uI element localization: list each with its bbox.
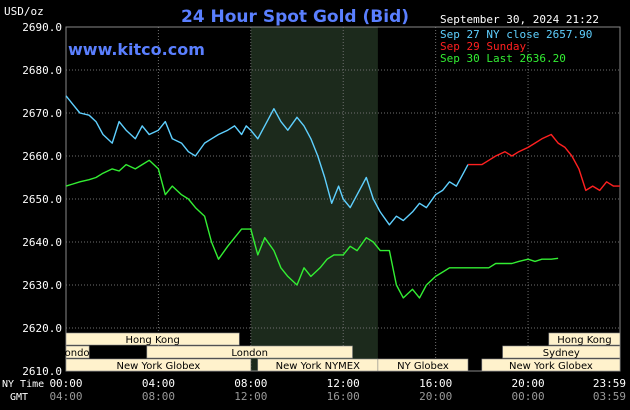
session-box <box>548 332 621 346</box>
y-tick-label: 2630.0 <box>22 279 62 292</box>
legend-item-sep27: Sep 27 NY close 2657.90 <box>440 28 592 41</box>
x-tick-label-ny: 23:59 <box>593 377 626 390</box>
x-tick-label-ny: 16:00 <box>419 377 452 390</box>
session-label: Hong Kong <box>125 335 179 346</box>
series-line-sep29 <box>468 133 620 192</box>
x-tick-label-ny: 00:00 <box>49 377 82 390</box>
session-block: London <box>59 345 96 359</box>
y-tick-label: 2680.0 <box>22 64 62 77</box>
x-row-label-gmt: GMT <box>10 392 28 403</box>
series-line-sep27 <box>65 95 469 226</box>
y-unit-label: USD/oz <box>4 5 44 18</box>
x-tick-label-ny: 04:00 <box>142 377 175 390</box>
session-box <box>377 358 469 372</box>
x-tick-label-gmt: 16:00 <box>327 390 360 403</box>
session-label: Hong Kong <box>557 335 611 346</box>
watermark-url: www.kitco.com <box>68 40 205 59</box>
nymex-highlight-band <box>250 27 378 371</box>
legend: Sep 27 NY close 2657.90 Sep 29 Sunday Se… <box>440 28 592 65</box>
y-tick-label: 2610.0 <box>22 365 62 378</box>
x-tick-label-gmt: 03:59 <box>593 390 626 403</box>
session-box <box>481 358 621 372</box>
trading-sessions: Hong Kong Hong Kong London London Sydney New … <box>59 332 621 372</box>
x-tick-label-ny: 12:00 <box>327 377 360 390</box>
x-row-label-ny: NY Time <box>2 379 44 390</box>
session-block: Hong Kong <box>548 332 621 346</box>
session-box <box>65 332 240 346</box>
highlight-band-rect <box>250 27 378 371</box>
session-box <box>65 345 90 359</box>
timestamp: September 30, 2024 21:22 <box>440 13 599 26</box>
x-tick-label-gmt: 00:00 <box>511 390 544 403</box>
session-block: NY Globex <box>377 358 469 372</box>
x-tick-label-gmt: 12:00 <box>234 390 267 403</box>
session-label: NY Globex <box>397 361 449 372</box>
session-block: New York Globex <box>481 358 621 372</box>
y-tick-label: 2650.0 <box>22 193 62 206</box>
session-block: Hong Kong <box>65 332 240 346</box>
y-tick-label: 2690.0 <box>22 21 62 34</box>
y-tick-label: 2670.0 <box>22 107 62 120</box>
x-tick-label-ny: 20:00 <box>511 377 544 390</box>
legend-item-sep29: Sep 29 Sunday <box>440 40 526 53</box>
session-label: New York NYMEX <box>276 361 361 372</box>
session-label: New York Globex <box>116 361 200 372</box>
session-block: New York NYMEX <box>257 358 379 372</box>
chart-title: 24 Hour Spot Gold (Bid) <box>181 7 409 27</box>
y-tick-label: 2640.0 <box>22 236 62 249</box>
session-box <box>65 358 252 372</box>
session-label: London <box>59 348 96 359</box>
session-box <box>146 345 353 359</box>
session-block: London <box>146 345 353 359</box>
session-box <box>502 345 621 359</box>
y-axis-ticks: 2690.0 2680.0 2670.0 2660.0 2650.0 2640.0 2630… <box>22 21 62 378</box>
session-label: New York Globex <box>509 361 593 372</box>
price-series <box>65 95 620 299</box>
y-tick-label: 2660.0 <box>22 150 62 163</box>
x-tick-label-gmt: 08:00 <box>142 390 175 403</box>
x-axis-ticks: 00:0004:0004:0008:0008:0012:0012:0016:00… <box>49 377 626 403</box>
session-block: New York Globex <box>65 358 252 372</box>
legend-item-sep30: Sep 30 Last 2636.20 <box>440 52 566 65</box>
x-tick-label-gmt: 04:00 <box>49 390 82 403</box>
session-label: Sydney <box>543 348 580 359</box>
y-tick-label: 2620.0 <box>22 322 62 335</box>
x-tick-label-gmt: 20:00 <box>419 390 452 403</box>
x-tick-label-ny: 08:00 <box>234 377 267 390</box>
series-line-sep30 <box>65 159 559 299</box>
session-block: Sydney <box>502 345 621 359</box>
session-label: London <box>231 348 268 359</box>
